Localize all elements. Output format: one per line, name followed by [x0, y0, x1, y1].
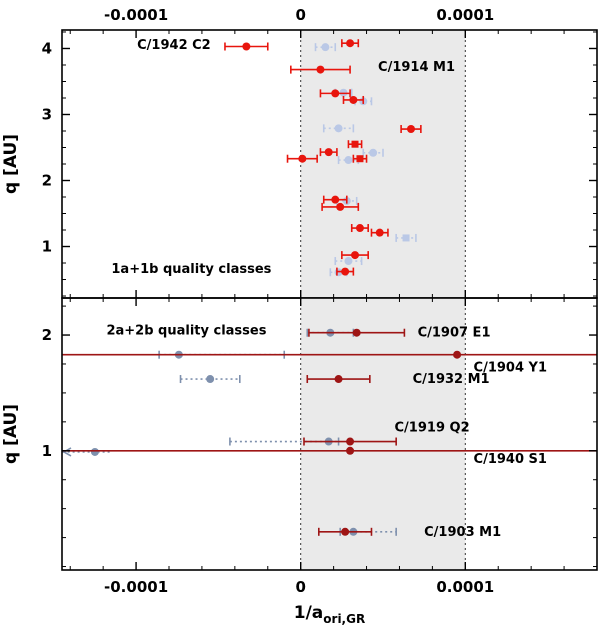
- axis-ticks: [62, 30, 597, 298]
- data-point: [334, 124, 343, 133]
- data-point: [352, 328, 361, 337]
- data-point: [334, 375, 343, 384]
- arrow-cap: [62, 447, 72, 457]
- shaded-band: [300, 30, 466, 298]
- data-point: [341, 267, 350, 276]
- annotation-label: C/1942 C2: [137, 38, 211, 53]
- data-point: [355, 224, 364, 233]
- y-tick-label: 1: [42, 238, 52, 256]
- data-point: [206, 375, 215, 384]
- y-tick-label: 1: [42, 442, 52, 460]
- x-tick-label-top: -0.0001: [104, 6, 168, 24]
- data-point: [331, 89, 340, 98]
- x-tick-label-bottom: 0: [295, 578, 305, 596]
- data-point: [344, 257, 353, 266]
- x-tick-label-bottom: 0.0001: [436, 578, 494, 596]
- annotation-label: C/1940 S1: [474, 452, 547, 467]
- panel-label: 2a+2b quality classes: [106, 323, 266, 338]
- x-tick-label-top: 0.0001: [436, 6, 494, 24]
- data-point: [406, 125, 415, 134]
- annotation-label: C/1904 Y1: [474, 360, 547, 375]
- series-group: [62, 328, 597, 536]
- y-tick-label: 2: [42, 172, 52, 190]
- data-point: [324, 148, 333, 157]
- x-tick-label-top: 0: [295, 6, 305, 24]
- reference-vlines: [300, 298, 466, 570]
- y-tick-label: 4: [42, 39, 52, 57]
- y-axis-label: q [AU]: [1, 134, 21, 194]
- data-point: [453, 350, 462, 359]
- data-point: [349, 95, 358, 104]
- y-axis-label: q [AU]: [1, 404, 21, 464]
- y-tick-label: 2: [42, 326, 52, 344]
- data-point: [375, 228, 384, 237]
- series-group: [224, 39, 422, 277]
- data-point: [346, 446, 355, 455]
- data-point: [346, 437, 355, 446]
- data-point: [298, 154, 307, 163]
- data-point: [351, 140, 359, 148]
- panel-label: 1a+1b quality classes: [111, 262, 271, 277]
- annotation-label: C/1919 Q2: [395, 421, 470, 436]
- annotation-label: C/1914 M1: [378, 60, 455, 75]
- panel-frame: [61, 297, 598, 571]
- data-point: [356, 155, 364, 163]
- data-point: [346, 39, 355, 48]
- data-point: [402, 234, 410, 242]
- x-axis-label: 1/aori,GR: [294, 603, 365, 626]
- data-point: [316, 65, 325, 74]
- annotation-label: C/1907 E1: [418, 326, 491, 341]
- shaded-band: [300, 298, 466, 570]
- data-point: [351, 251, 360, 260]
- annotation-label: C/1903 M1: [424, 525, 501, 540]
- x-tick-label-bottom: -0.0001: [104, 578, 168, 596]
- data-point: [331, 195, 340, 204]
- axis-ticks: [62, 298, 597, 570]
- annotation-label: C/1932 M1: [413, 372, 490, 387]
- data-point: [336, 202, 345, 211]
- data-point: [321, 43, 330, 52]
- data-point: [341, 527, 350, 536]
- y-tick-label: 3: [42, 105, 52, 123]
- data-point: [90, 447, 99, 456]
- data-point: [344, 156, 353, 165]
- data-point: [242, 42, 251, 51]
- data-point: [369, 148, 378, 157]
